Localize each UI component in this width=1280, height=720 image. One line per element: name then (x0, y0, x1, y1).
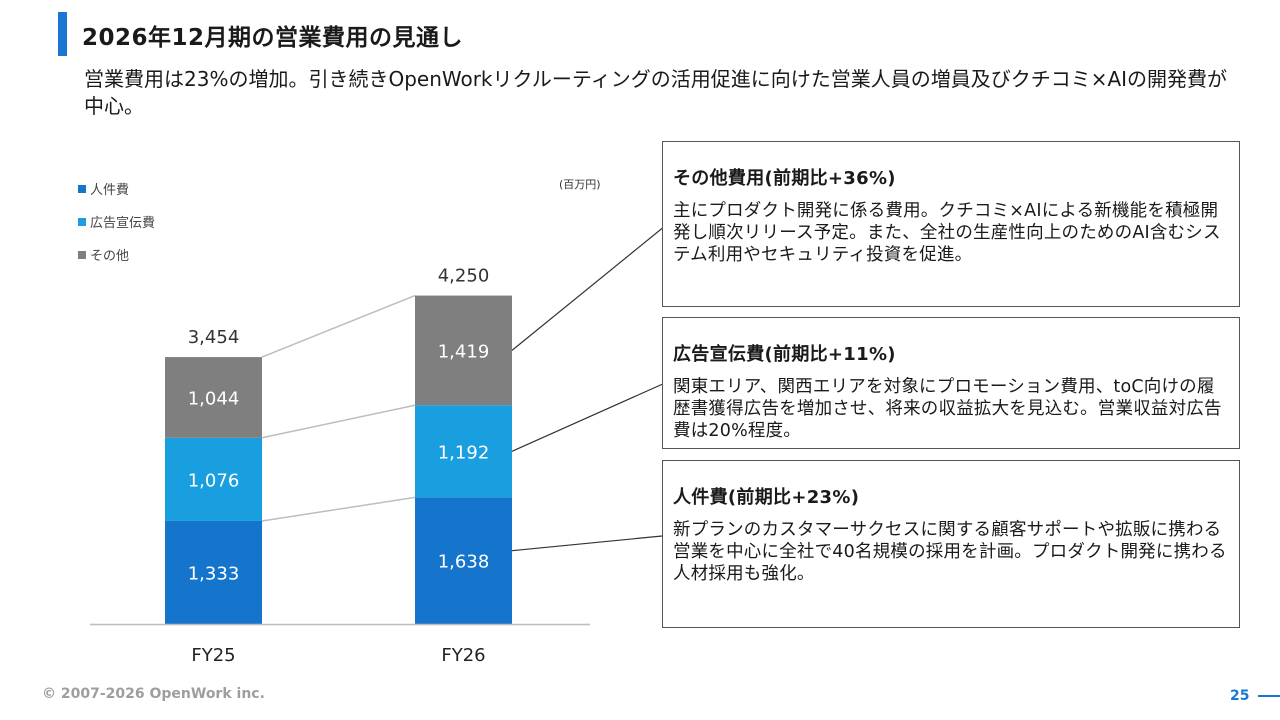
bar-segment-advertising-fy26 (415, 405, 512, 498)
advertising-expense-title: 広告宣伝費(前期比+11%) (673, 344, 896, 365)
bar-segment-personnel-fy25 (165, 520, 262, 624)
personnel-expense-box: 人件費(前期比+23%) 新プランのカスタマーサクセスに関する顧客サポートや拡販… (662, 460, 1240, 628)
personnel-expense-title: 人件費(前期比+23%) (673, 487, 860, 508)
other-expense-body: 主にプロダクト開発に係る費用。クチコミ×AIによる新機能を積極開発し順次リリース… (673, 201, 1221, 265)
bar-segment-advertising-fy25 (165, 437, 262, 521)
legend-item-personnel: 人件費 (78, 172, 155, 205)
callout-line-advertising (511, 382, 666, 452)
bar-segment-other-fy25 (165, 357, 262, 438)
value-label-advertising-fy26: 1,192 (438, 442, 490, 463)
legend-item-other: その他 (78, 238, 155, 271)
value-label-personnel-fy26: 1,638 (438, 552, 490, 573)
advertising-expense-box: 広告宣伝費(前期比+11%) 関東エリア、関西エリアを対象にプロモーション費用、… (662, 317, 1240, 449)
other-expense-title: その他費用(前期比+36%) (673, 168, 896, 189)
chart-unit-label: (百万円) (559, 178, 601, 191)
chart-legend: 人件費 広告宣伝費 その他 (78, 172, 155, 271)
value-label-other-fy26: 1,419 (438, 341, 490, 362)
personnel-expense-body: 新プランのカスタマーサクセスに関する顧客サポートや拡販に携わる営業を中心に全社で… (673, 520, 1227, 584)
value-label-personnel-fy25: 1,333 (188, 563, 240, 584)
legend-label-advertising: 広告宣伝費 (90, 216, 156, 231)
legend-label-personnel: 人件費 (90, 183, 130, 198)
page-number: 25 (1230, 688, 1250, 704)
callout-line-personnel (511, 535, 663, 552)
bar-segment-other-fy26 (415, 295, 512, 406)
connector-line-other (261, 294, 416, 358)
value-label-advertising-fy25: 1,076 (188, 470, 240, 491)
bar-segment-personnel-fy26 (415, 497, 512, 624)
page-subtitle: 営業費用は23%の増加。引き続きOpenWorkリクルーティングの活用促進に向け… (84, 67, 1228, 118)
total-label-fy25: 3,454 (188, 327, 240, 348)
copyright: © 2007-2026 OpenWork inc. (42, 686, 265, 702)
legend-swatch-advertising (78, 217, 86, 226)
callout-line-other (511, 225, 666, 351)
category-label-fy25: FY25 (191, 645, 235, 666)
total-label-fy26: 4,250 (438, 266, 490, 287)
connector-line-personnel (261, 496, 416, 522)
page-title: 2026年12月期の営業費用の見通し (82, 25, 464, 51)
connector-line-advertising (261, 404, 416, 439)
title-accent-bar (58, 12, 67, 56)
legend-swatch-other (78, 250, 86, 259)
legend-swatch-personnel (78, 184, 86, 193)
value-label-other-fy25: 1,044 (188, 388, 240, 409)
category-label-fy26: FY26 (441, 645, 485, 666)
legend-label-other: その他 (90, 249, 130, 264)
page-number-line (1258, 695, 1280, 697)
other-expense-box: その他費用(前期比+36%) 主にプロダクト開発に係る費用。クチコミ×AIによる… (662, 141, 1240, 307)
advertising-expense-body: 関東エリア、関西エリアを対象にプロモーション費用、toC向けの履歴書獲得広告を増… (673, 377, 1222, 441)
legend-item-advertising: 広告宣伝費 (78, 205, 155, 238)
